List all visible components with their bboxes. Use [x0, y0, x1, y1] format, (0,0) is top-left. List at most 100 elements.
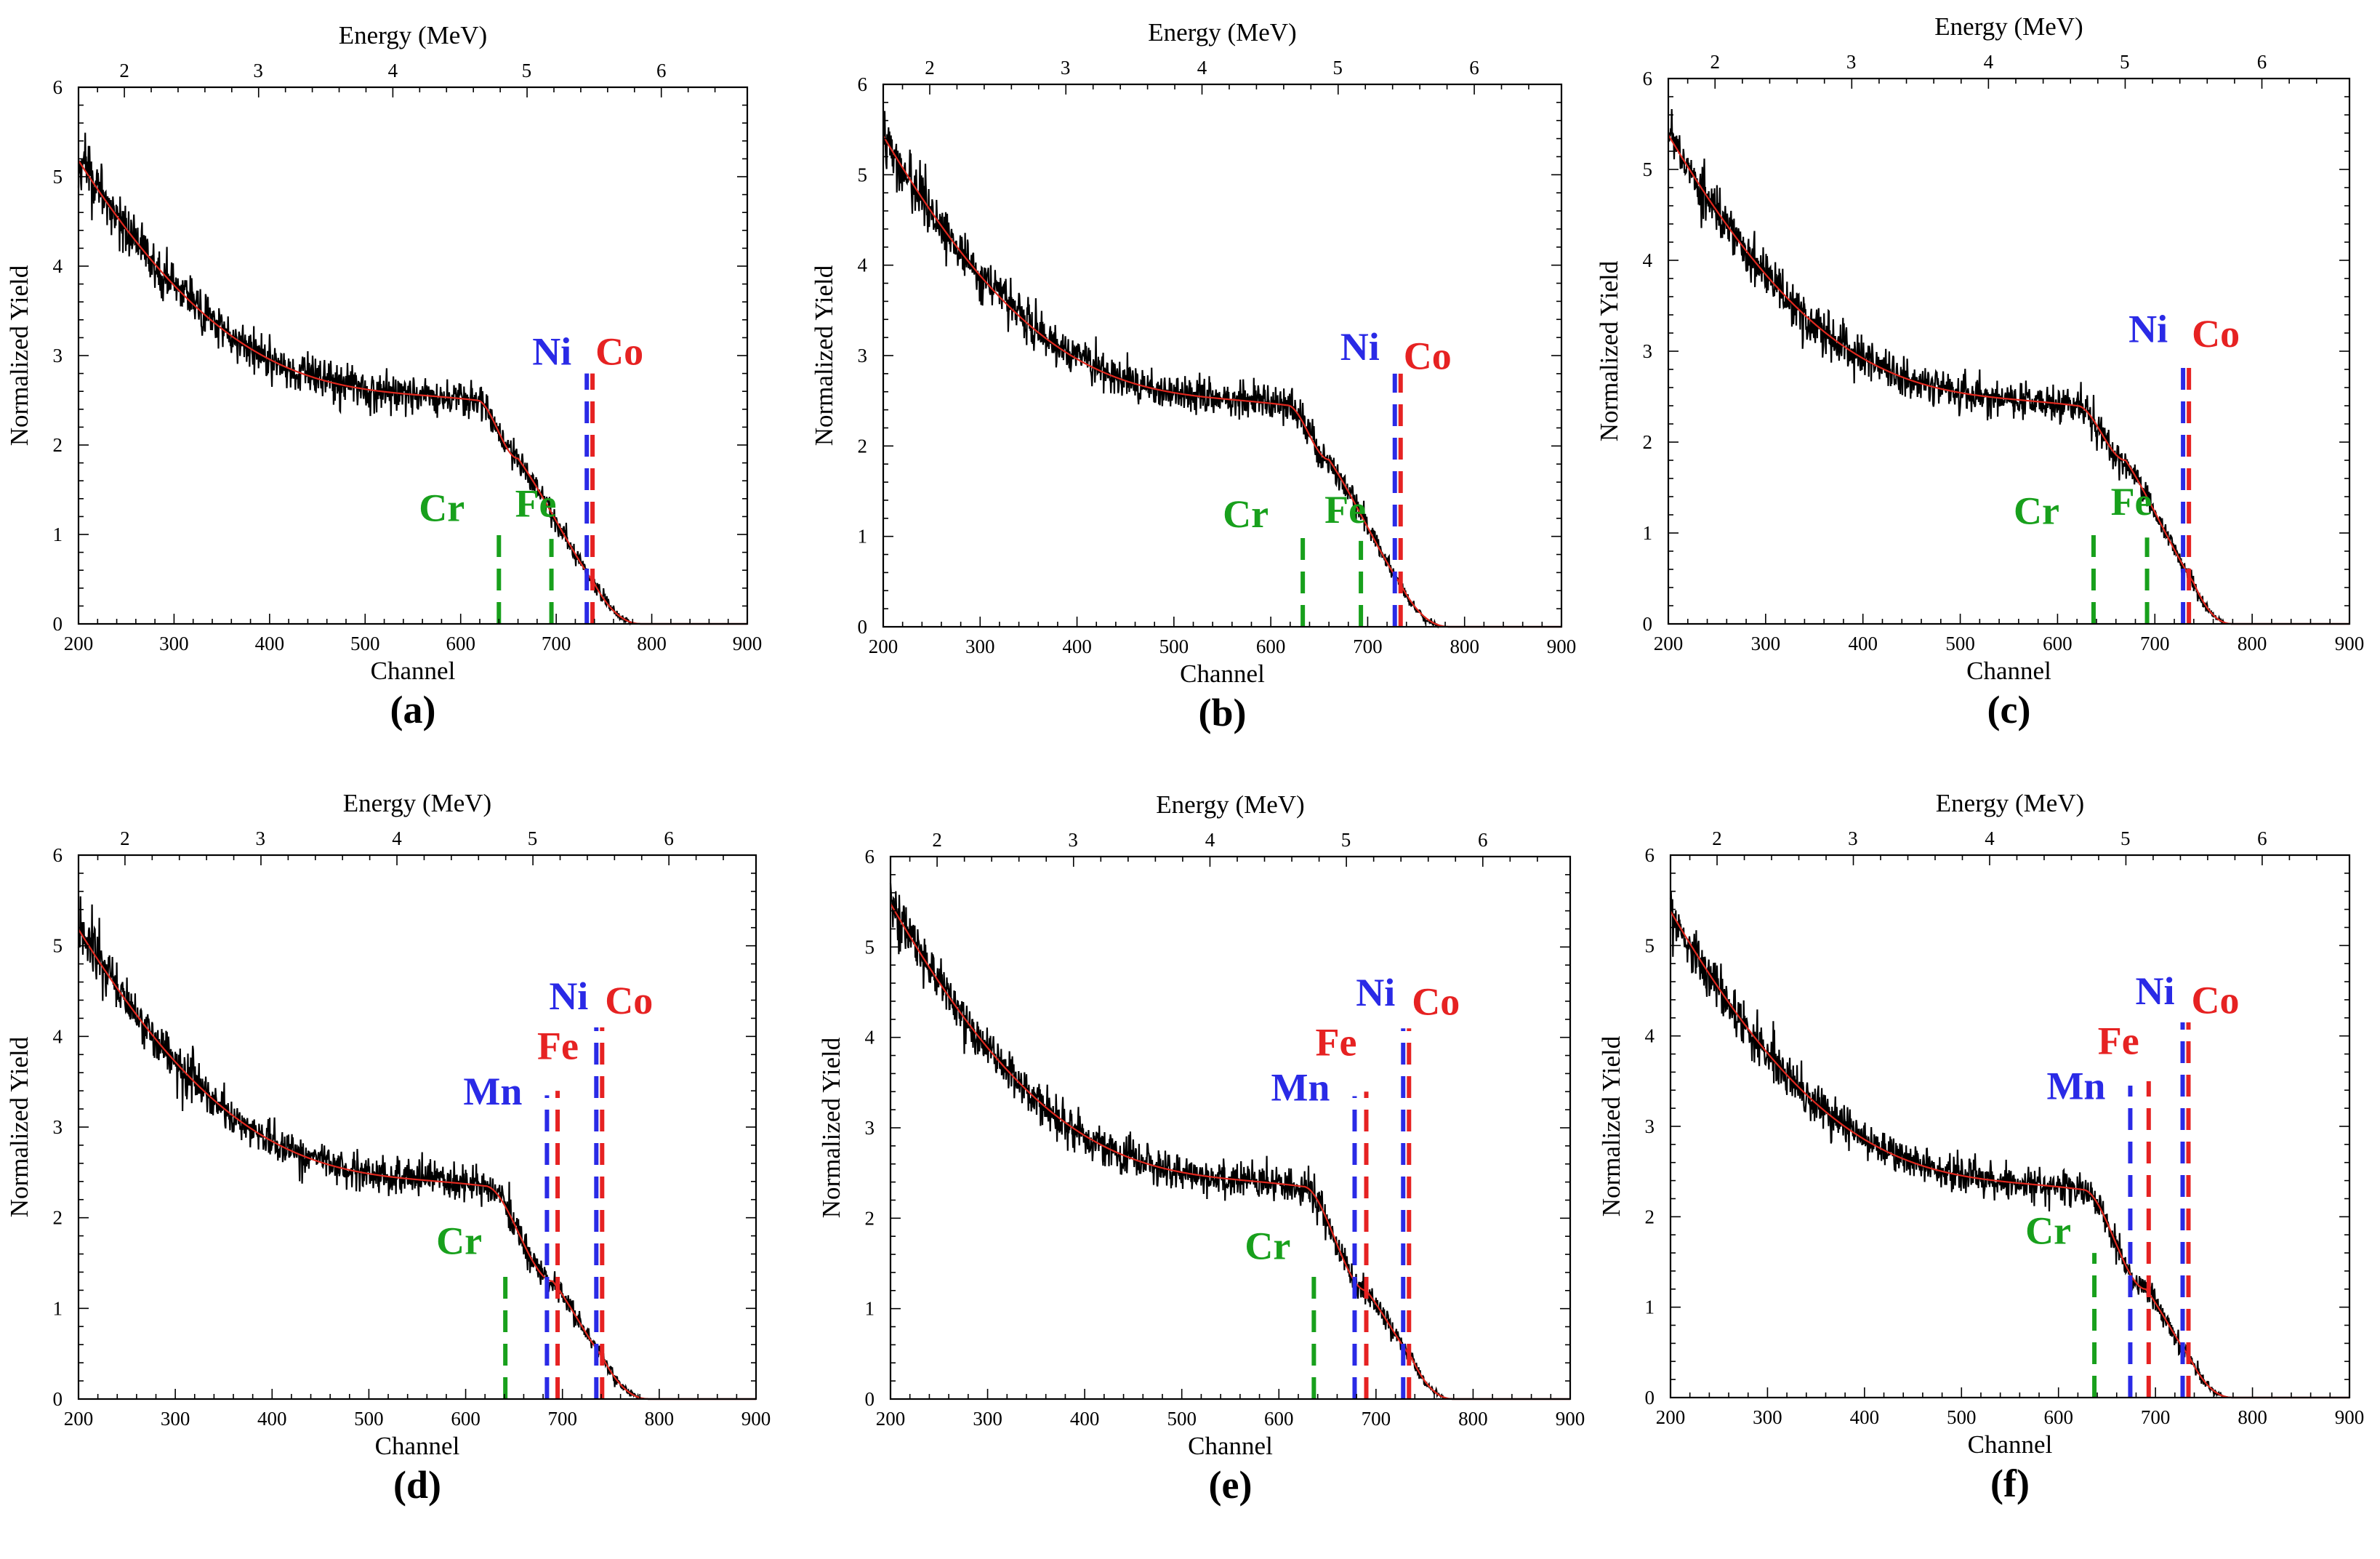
y-tick-label: 0: [865, 1388, 875, 1410]
plot-frame: [1667, 77, 2351, 625]
y-tick-label: 6: [1643, 68, 1653, 89]
panel-label: (a): [390, 688, 436, 732]
y-tick-label: 5: [858, 164, 868, 185]
y-tick-label: 3: [865, 1117, 875, 1139]
element-label-co: Co: [1404, 334, 1452, 378]
x2-tick-label: 5: [2120, 827, 2131, 849]
x-tick-label: 500: [1167, 1408, 1197, 1430]
x-tick-label: 200: [64, 1408, 94, 1430]
y-tick-label: 2: [53, 434, 63, 456]
x-tick-label: 900: [2335, 1406, 2365, 1428]
x-tick-label: 400: [1850, 1406, 1880, 1428]
element-label-cr: Cr: [1245, 1224, 1290, 1267]
x-tick-label: 900: [2335, 633, 2365, 654]
y-tick-label: 6: [53, 76, 63, 98]
x2-axis-title: Energy (MeV): [1936, 789, 2084, 817]
y-tick-label: 4: [53, 255, 63, 277]
x-tick-label: 700: [2141, 1406, 2171, 1428]
y-tick-label: 2: [865, 1207, 875, 1229]
x-tick-label: 300: [161, 1408, 190, 1430]
y-tick-label: 6: [865, 846, 875, 867]
x-tick-label: 900: [741, 1408, 771, 1430]
element-label-cr: Cr: [2014, 489, 2059, 533]
x-tick-label: 200: [869, 636, 898, 657]
x-tick-label: 300: [159, 633, 189, 654]
spectrum-line: [1669, 891, 2349, 1399]
y-axis-title: Normalized Yield: [817, 1037, 845, 1218]
element-label-ni: Ni: [532, 329, 571, 373]
x-axis-title: Channel: [1966, 657, 2051, 685]
chart-panel-a: Cr Fe Ni Co 200 300 400 500 600 700 800 900 0 1 2 3 4 5 6 2…: [5, 21, 762, 732]
y-tick-label: 1: [858, 526, 868, 548]
x-tick-label: 500: [1945, 633, 1975, 654]
x-axis-title: Channel: [1180, 660, 1265, 688]
x2-axis-title: Energy (MeV): [339, 21, 487, 49]
element-label-cr: Cr: [1223, 492, 1269, 536]
y-tick-label: 6: [53, 844, 63, 866]
x2-tick-label: 2: [1712, 827, 1722, 849]
y-tick-label: 4: [1645, 1025, 1655, 1047]
element-label-mn: Mn: [1271, 1066, 1330, 1110]
panel-label: (e): [1209, 1463, 1253, 1507]
x2-tick-label: 2: [1710, 51, 1721, 73]
y-tick-label: 4: [865, 1027, 875, 1049]
element-label-ni: Ni: [2128, 308, 2168, 351]
y-axis-title: Normalized Yield: [1595, 260, 1623, 441]
fit-line: [1668, 134, 2349, 625]
y-axis-title: Normalized Yield: [810, 265, 838, 446]
x2-tick-label: 4: [1205, 829, 1215, 851]
element-label-fe: Fe: [2111, 480, 2152, 524]
element-label-co: Co: [605, 979, 653, 1022]
x2-tick-label: 6: [1478, 829, 1488, 851]
x-tick-label: 700: [1362, 1408, 1391, 1430]
y-tick-label: 0: [858, 616, 868, 638]
plot-frame: [882, 83, 1563, 628]
y-tick-label: 0: [53, 613, 63, 635]
x-tick-label: 300: [973, 1408, 1002, 1430]
y-tick-label: 5: [865, 936, 875, 958]
x-tick-label: 800: [1458, 1408, 1488, 1430]
x2-axis-title: Energy (MeV): [343, 789, 491, 817]
x2-axis-title: Energy (MeV): [1934, 12, 2083, 41]
fit-line: [890, 903, 1570, 1400]
x-tick-label: 200: [1654, 633, 1684, 654]
x2-tick-label: 3: [1061, 57, 1071, 79]
x-tick-label: 700: [547, 1408, 577, 1430]
x2-tick-label: 3: [256, 827, 266, 849]
y-tick-label: 3: [1643, 340, 1653, 362]
x2-tick-label: 2: [120, 827, 130, 849]
panel-label: (c): [1987, 688, 2031, 732]
x-tick-label: 400: [1062, 636, 1092, 657]
chart-panel-b: Cr Fe Ni Co 200 300 400 500 600 700 800 900 0 1 2 3 4 5 6 2…: [810, 18, 1577, 734]
x-axis-title: Channel: [371, 657, 456, 685]
y-tick-label: 1: [1643, 522, 1653, 544]
x2-tick-label: 4: [392, 827, 402, 849]
y-tick-label: 4: [858, 255, 868, 276]
x-tick-label: 500: [1947, 1406, 1977, 1428]
x-tick-label: 400: [1848, 633, 1878, 654]
plot-frame: [889, 855, 1572, 1400]
y-tick-label: 2: [53, 1207, 63, 1229]
x-tick-label: 700: [542, 633, 571, 654]
x-tick-label: 300: [965, 636, 995, 657]
x2-tick-label: 3: [1068, 829, 1078, 851]
y-tick-label: 4: [1643, 249, 1653, 271]
chart-panel-c: Cr Fe Ni Co 200 300 400 500 600 700 800 900 0 1 2 3 4 5 6 2…: [1595, 12, 2365, 732]
y-tick-label: 4: [53, 1025, 63, 1047]
element-label-fe: Fe: [537, 1025, 579, 1068]
y-tick-label: 0: [1645, 1387, 1655, 1408]
plot-frame: [77, 86, 749, 625]
element-label-ni: Ni: [1340, 325, 1380, 369]
x-tick-label: 600: [1264, 1408, 1294, 1430]
element-label-co: Co: [1412, 980, 1460, 1024]
x-tick-label: 900: [1547, 636, 1577, 657]
x-tick-label: 600: [1256, 636, 1286, 657]
x-tick-label: 600: [446, 633, 475, 654]
y-tick-label: 5: [53, 935, 63, 957]
y-tick-label: 1: [53, 524, 63, 545]
plot-frame: [77, 854, 757, 1400]
y-tick-label: 3: [53, 1116, 63, 1138]
x-tick-label: 900: [1556, 1408, 1585, 1430]
